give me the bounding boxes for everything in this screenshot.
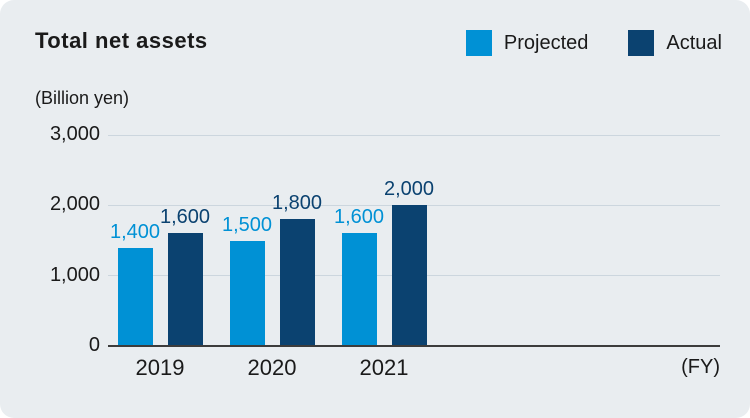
actual-color-swatch-icon [628,30,655,56]
legend-label-projected: Projected [503,31,589,54]
bar-projected-2021 [341,233,377,346]
legend-label-actual: Actual [666,31,722,54]
bar-actual-2019 [167,233,203,346]
page-title: Total net assets [35,28,208,53]
y-axis-unit-label: (Billion yen) [35,88,130,108]
y-axis-tick-label: 0 [88,334,100,356]
legend-item-projected: Projected [465,30,589,56]
x-axis-label-2021: 2021 [359,355,409,380]
legend: Projected Actual [465,30,722,56]
x-axis-label-2019: 2019 [135,355,185,380]
bar-projected-2019 [117,247,153,346]
x-axis-label-2020: 2020 [247,355,297,380]
y-axis-tick-label: 3,000 [49,123,100,145]
y-axis-tick-label: 1,000 [49,263,100,286]
gridline-3000 [108,134,720,136]
bar-value-label: 1,500 [221,213,273,236]
x-axis-unit-label: (FY) [681,356,720,378]
bar-value-label: 1,600 [333,206,385,229]
bar-value-label: 2,000 [383,178,435,201]
bar-value-label: 1,600 [159,206,211,229]
bar-value-label: 1,400 [109,220,161,243]
y-axis-tick-label: 2,000 [49,193,100,216]
bar-actual-2021 [391,205,427,346]
projected-color-swatch-icon [465,30,492,56]
legend-item-actual: Actual [628,30,722,56]
x-axis-line [108,345,720,347]
bar-actual-2020 [279,219,315,346]
bar-value-label: 1,800 [271,192,323,215]
bar-projected-2020 [229,240,265,346]
